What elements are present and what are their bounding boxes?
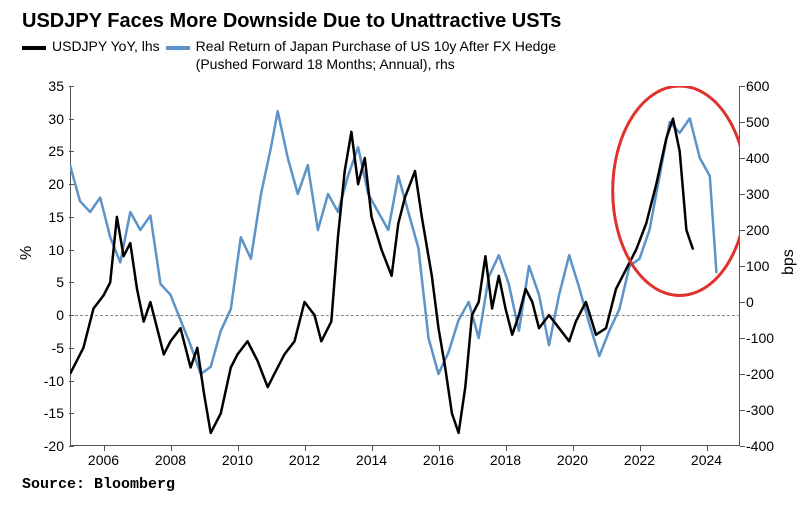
ytick-right: -200 xyxy=(746,366,774,382)
ytick-right: 600 xyxy=(746,78,769,94)
legend: USDJPY YoY, lhs Real Return of Japan Pur… xyxy=(22,38,556,73)
xtick: 2020 xyxy=(553,452,593,468)
ytick-right: -100 xyxy=(746,330,774,346)
ytick-left: 0 xyxy=(56,307,64,323)
ytick-left: -15 xyxy=(44,405,64,421)
series-line-usdjpy xyxy=(70,119,693,433)
ytick-right: 400 xyxy=(746,150,769,166)
ytick-left: 15 xyxy=(48,209,64,225)
source-attribution: Source: Bloomberg xyxy=(22,476,175,493)
xtick: 2024 xyxy=(687,452,727,468)
ytick-left: -20 xyxy=(44,438,64,454)
legend-label-1: USDJPY YoY, lhs xyxy=(52,38,160,56)
ytick-left: 35 xyxy=(48,78,64,94)
ytick-right: -400 xyxy=(746,438,774,454)
legend-swatch-2 xyxy=(166,46,190,50)
xtick: 2022 xyxy=(620,452,660,468)
ytick-right: 200 xyxy=(746,222,769,238)
y-left-axis-label: % xyxy=(18,246,36,260)
ytick-left: 5 xyxy=(56,274,64,290)
xtick: 2010 xyxy=(218,452,258,468)
xtick: 2018 xyxy=(486,452,526,468)
ytick-left: 10 xyxy=(48,242,64,258)
ytick-left: 25 xyxy=(48,143,64,159)
xtick: 2016 xyxy=(419,452,459,468)
ytick-left: 30 xyxy=(48,111,64,127)
chart-title: USDJPY Faces More Downside Due to Unattr… xyxy=(22,10,561,33)
ytick-right: 300 xyxy=(746,186,769,202)
series-line-hedged-return xyxy=(70,111,717,374)
ytick-right: 0 xyxy=(746,294,754,310)
ytick-left: -10 xyxy=(44,373,64,389)
xtick: 2006 xyxy=(84,452,124,468)
ytick-left: -5 xyxy=(52,340,64,356)
line-chart-svg xyxy=(70,86,740,446)
ytick-right: 500 xyxy=(746,114,769,130)
ytick-right: -300 xyxy=(746,402,774,418)
xtick: 2008 xyxy=(151,452,191,468)
legend-item-2: Real Return of Japan Purchase of US 10y … xyxy=(166,38,556,73)
xtick: 2014 xyxy=(352,452,392,468)
y-right-axis-label: bps xyxy=(780,249,798,275)
ytick-left: 20 xyxy=(48,176,64,192)
xtick: 2012 xyxy=(285,452,325,468)
legend-swatch-1 xyxy=(22,46,46,50)
ytick-right: 100 xyxy=(746,258,769,274)
legend-item-1: USDJPY YoY, lhs xyxy=(22,38,160,56)
legend-label-2: Real Return of Japan Purchase of US 10y … xyxy=(196,38,556,73)
annotation-circle xyxy=(613,86,740,295)
